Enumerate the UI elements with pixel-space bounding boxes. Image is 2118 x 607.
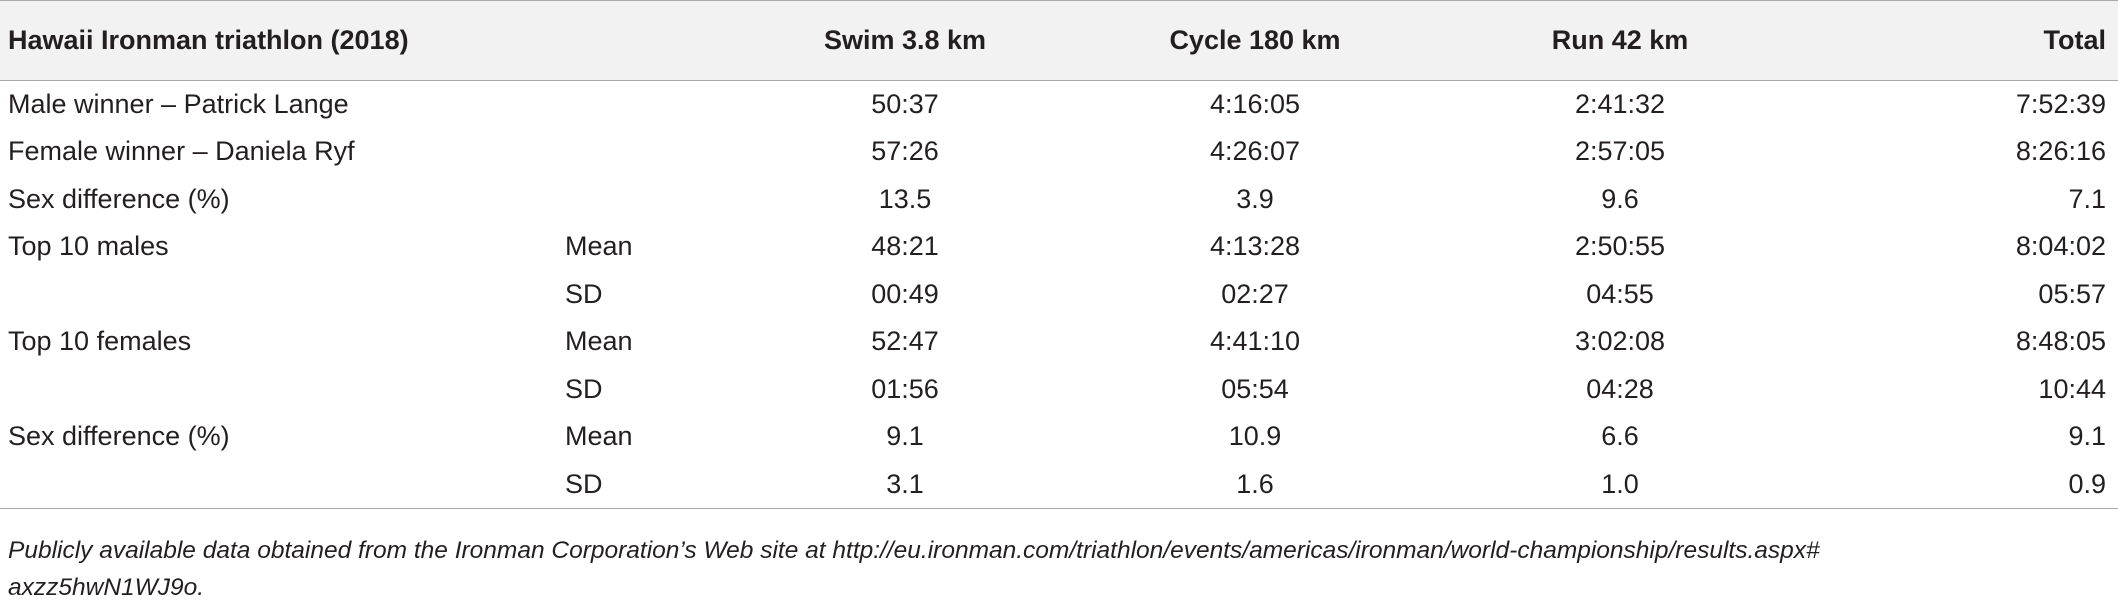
table-row: Male winner – Patrick Lange 50:37 4:16:0…: [0, 80, 2118, 128]
cell-total: 7.1: [2068, 183, 2106, 214]
cell-run: 04:28: [1586, 373, 1654, 404]
cell-cycle: 4:16:05: [1060, 80, 1450, 128]
ironman-results-table: Hawaii Ironman triathlon (2018) Swim 3.8…: [0, 0, 2118, 509]
row-stat: Mean: [565, 421, 633, 452]
cell-total: 0.9: [1790, 460, 2118, 509]
row-stat: SD: [565, 460, 750, 509]
cell-run: 2:50:55: [1574, 231, 1666, 262]
table-header-row: Hawaii Ironman triathlon (2018) Swim 3.8…: [0, 0, 2118, 81]
cell-run: 1.0: [1450, 460, 1790, 509]
table-row: Female winner – Daniela Ryf 57:26 4:26:0…: [0, 128, 2118, 176]
row-stat: Mean: [565, 326, 633, 357]
footnote-line-1: Publicly available data obtained from th…: [8, 537, 1820, 564]
cell-total: 7:52:39: [1790, 80, 2118, 128]
row-stat: [565, 80, 750, 128]
cell-cycle: 02:27: [1221, 278, 1289, 309]
header-swim: Swim 3.8 km: [750, 0, 1060, 81]
cell-cycle: 1.6: [1060, 460, 1450, 509]
header-run: Run 42 km: [1450, 0, 1790, 81]
cell-swim: 50:37: [750, 80, 1060, 128]
footnote-line-2: axzz5hwN1WJ9o.: [8, 574, 205, 601]
row-stat: [565, 128, 750, 176]
row-label: Top 10 males: [8, 231, 169, 262]
header-event: Hawaii Ironman triathlon (2018): [0, 0, 565, 81]
cell-run: 3:02:08: [1574, 326, 1666, 357]
header-cycle: Cycle 180 km: [1060, 0, 1450, 81]
cell-run: 2:57:05: [1574, 136, 1666, 167]
cell-swim: 13.5: [878, 183, 932, 214]
cell-cycle: 10.9: [1228, 421, 1282, 452]
row-stat: SD: [565, 278, 603, 309]
table-footnote: Publicly available data obtained from th…: [8, 532, 2108, 606]
table-row: Sex difference (%) Mean 9.1 10.9 6.6 9.1: [0, 413, 2118, 461]
cell-total: 10:44: [2038, 373, 2106, 404]
cell-swim: 01:56: [871, 373, 939, 404]
cell-run: 9.6: [1601, 183, 1639, 214]
row-label: Top 10 females: [8, 326, 192, 357]
row-label: [0, 366, 565, 414]
cell-total: 8:26:16: [2015, 136, 2106, 167]
cell-cycle: 4:26:07: [1209, 136, 1301, 167]
row-label: Male winner – Patrick Lange: [0, 80, 565, 128]
cell-swim: 00:49: [871, 278, 939, 309]
cell-cycle: 4:13:28: [1209, 231, 1301, 262]
header-total: Total: [1790, 0, 2118, 81]
cell-cycle: 05:54: [1221, 373, 1289, 404]
cell-swim: 48:21: [871, 231, 939, 262]
cell-swim: 57:26: [871, 136, 939, 167]
cell-run: 6.6: [1601, 421, 1639, 452]
cell-total: 8:04:02: [2015, 231, 2106, 262]
row-stat: Mean: [565, 231, 633, 262]
table-row: Sex difference (%) 13.5 3.9 9.6 7.1: [0, 176, 2118, 224]
table-row: SD 01:56 05:54 04:28 10:44: [0, 366, 2118, 414]
table-row: SD 3.1 1.6 1.0 0.9: [0, 460, 2118, 509]
cell-swim: 9.1: [886, 421, 924, 452]
cell-cycle: 4:41:10: [1209, 326, 1301, 357]
cell-run: 2:41:32: [1450, 80, 1790, 128]
cell-cycle: 3.9: [1236, 183, 1274, 214]
table-row: Top 10 females Mean 52:47 4:41:10 3:02:0…: [0, 318, 2118, 366]
row-stat: SD: [565, 373, 603, 404]
cell-run: 04:55: [1586, 278, 1654, 309]
cell-swim: 52:47: [871, 326, 939, 357]
row-label: Female winner – Daniela Ryf: [8, 136, 355, 167]
table-row: SD 00:49 02:27 04:55 05:57: [0, 271, 2118, 319]
cell-total: 9.1: [2068, 421, 2106, 452]
table-row: Top 10 males Mean 48:21 4:13:28 2:50:55 …: [0, 223, 2118, 271]
row-stat: [565, 176, 750, 224]
row-label: [0, 460, 565, 509]
row-label: Sex difference (%): [8, 183, 230, 214]
cell-total: 05:57: [2038, 278, 2106, 309]
row-label: [0, 271, 565, 319]
table-body: Male winner – Patrick Lange 50:37 4:16:0…: [0, 80, 2118, 509]
header-stat: [565, 0, 750, 81]
cell-total: 8:48:05: [2015, 326, 2106, 357]
row-label: Sex difference (%): [8, 421, 230, 452]
cell-swim: 3.1: [750, 460, 1060, 509]
